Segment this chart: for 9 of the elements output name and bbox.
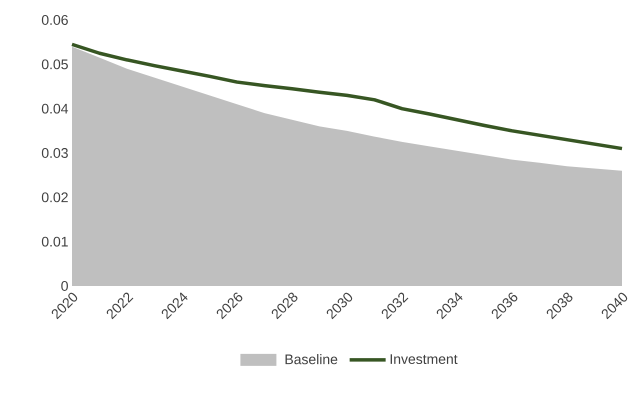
y-tick-label: 0.01 <box>42 236 68 247</box>
y-tick-label: 0 <box>61 281 68 291</box>
y-tick-label: 0.06 <box>42 15 68 25</box>
y-tick-label: 0.05 <box>42 59 68 70</box>
legend-label: Investment <box>390 354 458 364</box>
y-tick-label: 0.03 <box>42 148 68 158</box>
y-tick-label: 0.02 <box>42 192 68 202</box>
legend-label: Baseline <box>286 354 338 364</box>
y-tick-label: 0.04 <box>42 104 68 114</box>
